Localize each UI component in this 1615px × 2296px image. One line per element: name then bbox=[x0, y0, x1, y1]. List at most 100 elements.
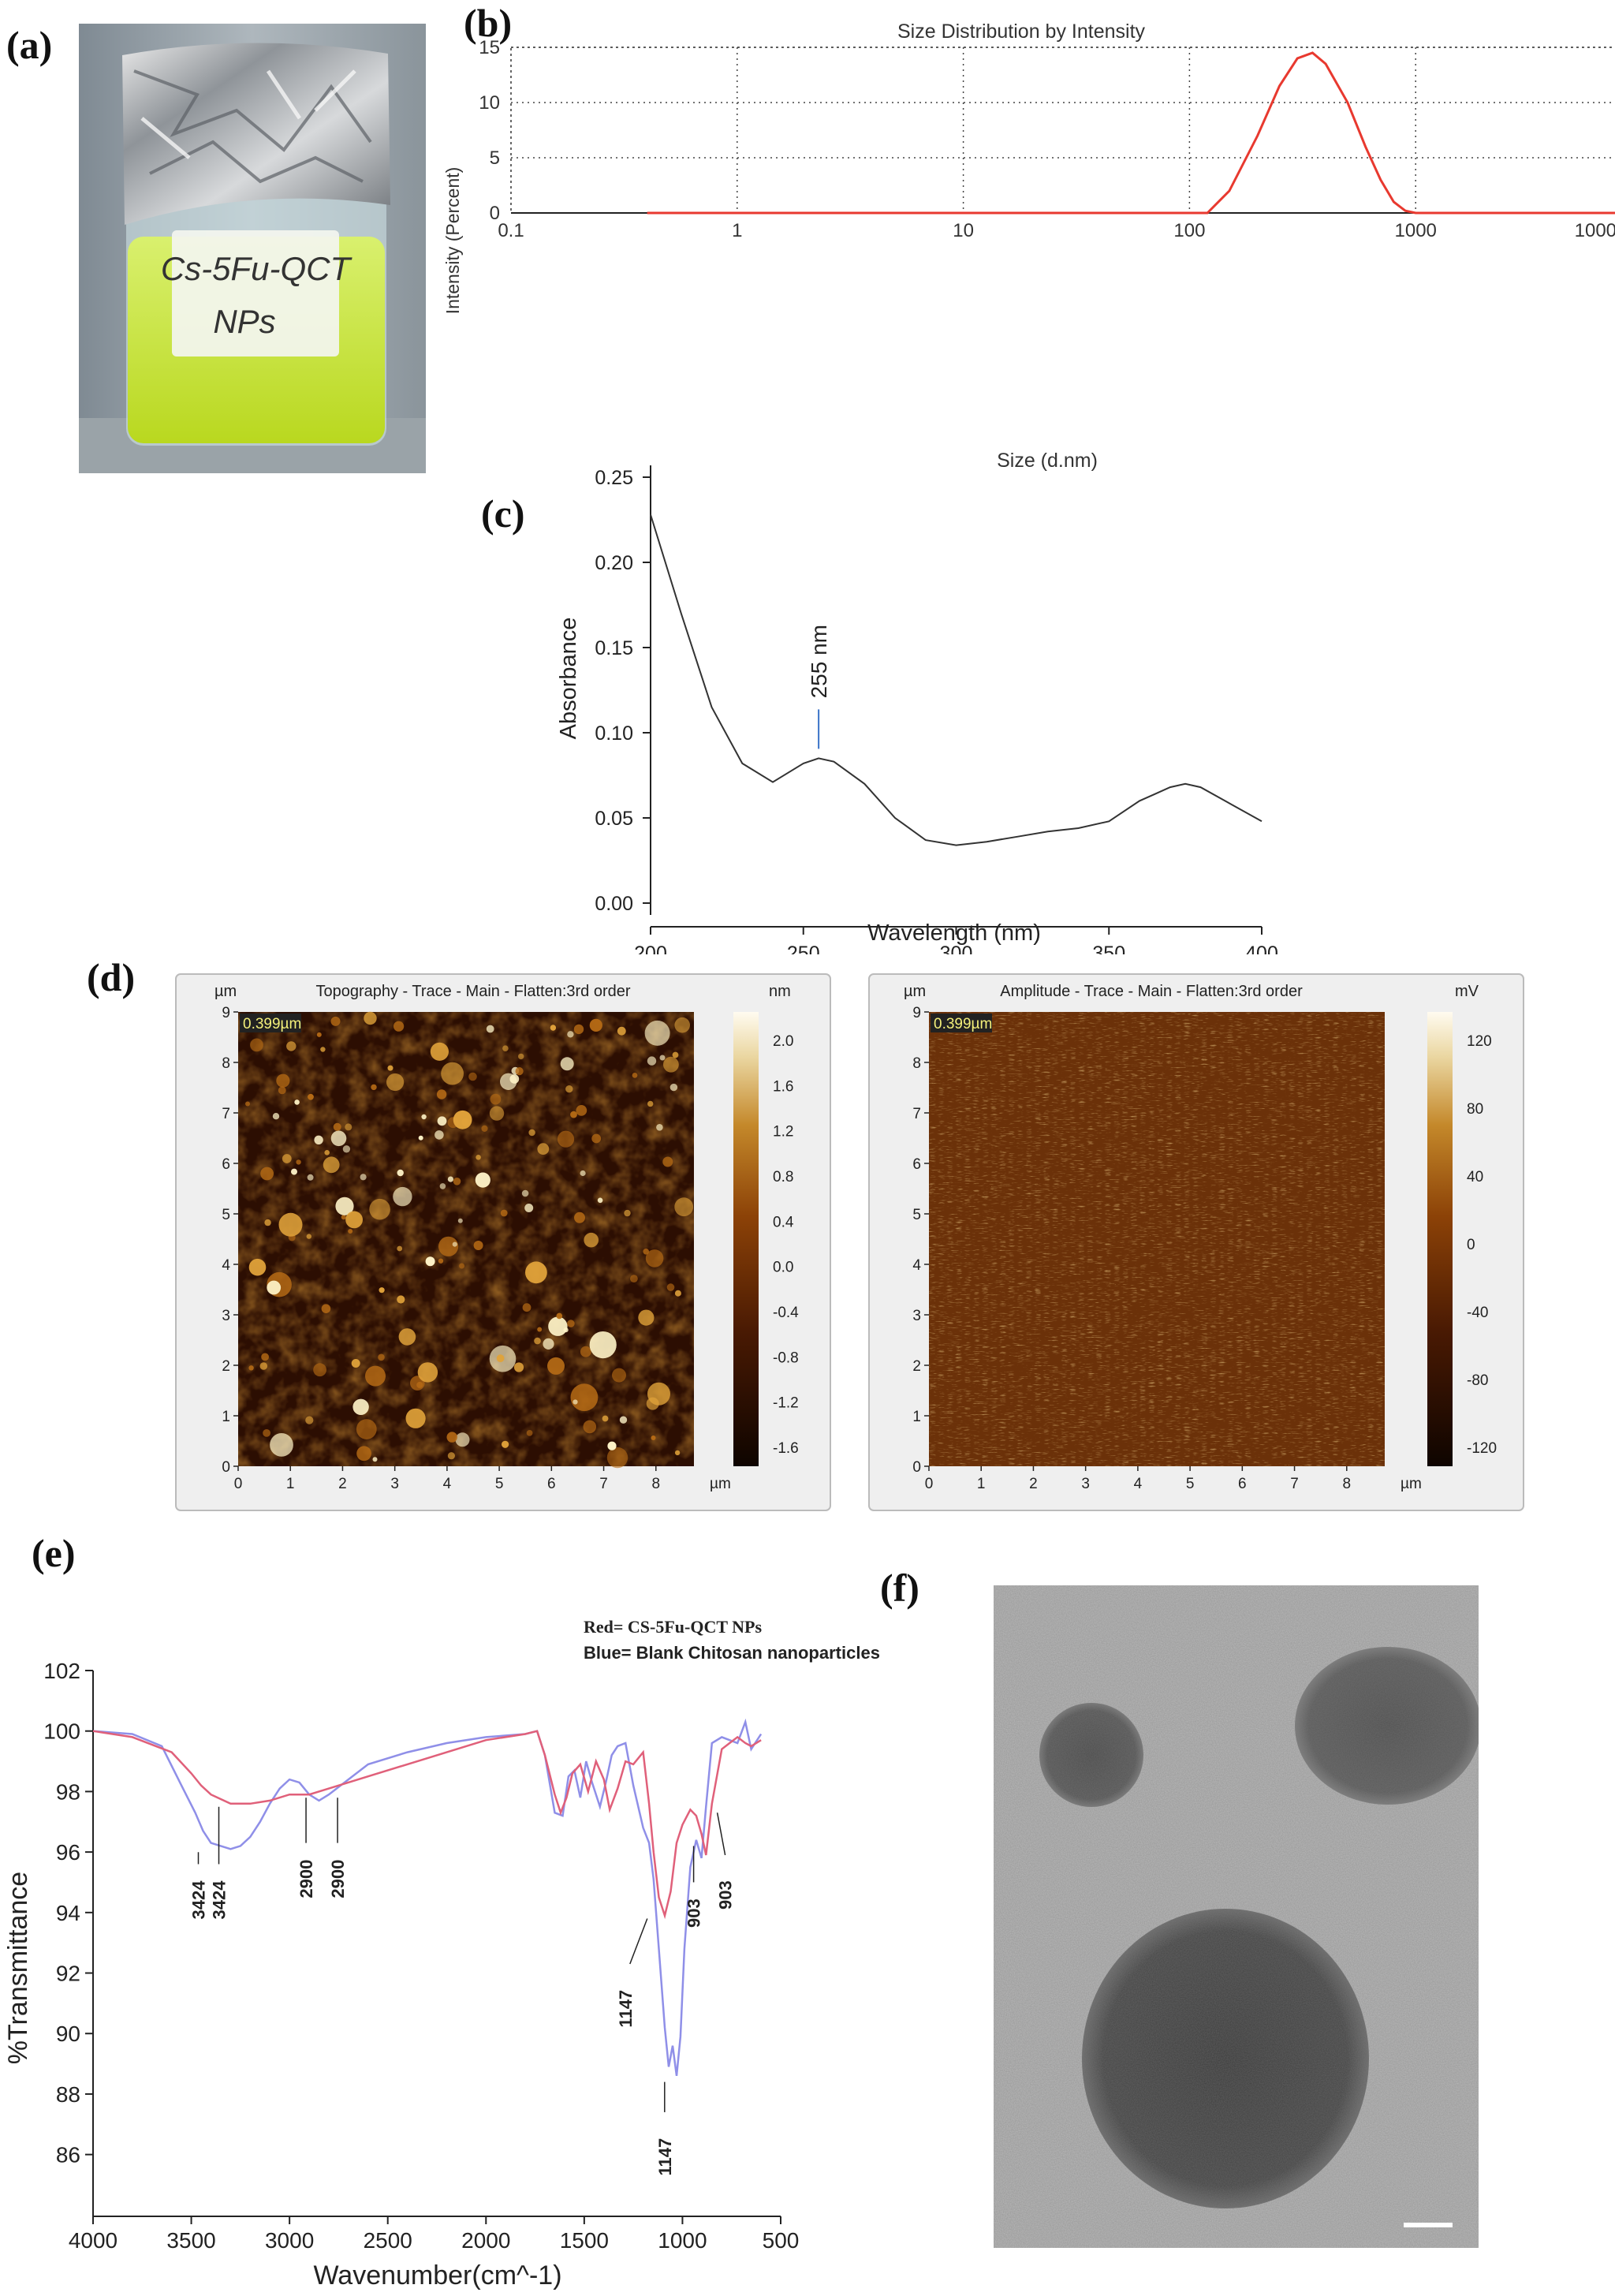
afm-ytick: 9 bbox=[222, 1005, 230, 1021]
afm-xtick: 6 bbox=[547, 1476, 556, 1492]
afm-particle bbox=[674, 1017, 690, 1033]
afm-particle bbox=[662, 1156, 673, 1167]
afm-colorbar-label: 0.0 bbox=[773, 1260, 793, 1276]
afm-particle bbox=[619, 1416, 628, 1424]
afm-particle bbox=[489, 1106, 505, 1121]
afm-particle bbox=[573, 1399, 578, 1405]
afm-colorbar-label: 2.0 bbox=[773, 1033, 793, 1050]
afm-particle bbox=[452, 1241, 457, 1247]
afm-ytick: 3 bbox=[912, 1308, 921, 1324]
afm-colorbar-label: 80 bbox=[1467, 1101, 1483, 1118]
afm-particle bbox=[550, 1025, 557, 1031]
afm-particle bbox=[405, 1408, 426, 1428]
afm-particle bbox=[500, 1209, 508, 1217]
afm-particle bbox=[421, 1114, 427, 1120]
vial-label-line1: Cs-5Fu-QCT bbox=[161, 250, 353, 287]
afm-particle bbox=[446, 1432, 457, 1443]
dls-plot-frame bbox=[510, 47, 1615, 214]
afm-particle bbox=[316, 1032, 322, 1037]
uv-ytick: 0.00 bbox=[595, 893, 633, 915]
ftir-ytick: 90 bbox=[56, 2022, 80, 2046]
ftir-annotation-label: 3424 bbox=[210, 1880, 229, 1920]
afm-particle bbox=[521, 1189, 529, 1197]
afm-particle bbox=[398, 1328, 416, 1346]
afm-particle bbox=[259, 1362, 268, 1370]
afm-ytick: 4 bbox=[912, 1257, 921, 1274]
afm-particle bbox=[314, 1135, 323, 1144]
afm-particle bbox=[365, 1365, 386, 1387]
afm-particle bbox=[330, 1130, 347, 1147]
afm-xtick: 2 bbox=[338, 1476, 347, 1492]
afm-xtick: 1 bbox=[286, 1476, 295, 1492]
ftir-xlabel: Wavenumber(cm^-1) bbox=[313, 2261, 561, 2290]
ftir-annotation-label: 2900 bbox=[328, 1860, 348, 1898]
afm-particle bbox=[321, 1304, 331, 1313]
ftir-annotation-label: 1147 bbox=[616, 1990, 636, 2028]
afm-particle bbox=[672, 1051, 679, 1058]
afm-particle bbox=[547, 1357, 565, 1375]
afm-particle bbox=[524, 1204, 534, 1212]
afm-particle bbox=[307, 1174, 314, 1181]
panel-label-f: (f) bbox=[880, 1566, 919, 1610]
ftir-ylabel: %Transmittance bbox=[3, 1872, 33, 2064]
afm-particle bbox=[261, 1353, 269, 1361]
uv-xtick: 200 bbox=[634, 943, 667, 954]
afm-ytick: 2 bbox=[222, 1358, 230, 1375]
scale-bar bbox=[1404, 2223, 1453, 2227]
afm-ytick: 7 bbox=[222, 1106, 230, 1122]
afm-xtick: 0 bbox=[925, 1476, 934, 1492]
afm-topo-unit-right: nm bbox=[769, 983, 791, 1000]
afm-xtick: 2 bbox=[1029, 1476, 1038, 1492]
afm-topo-scale: 0.399µm bbox=[243, 1016, 301, 1032]
afm-particle bbox=[632, 1073, 638, 1078]
afm-particle bbox=[563, 1327, 569, 1333]
uv-ytick: 0.15 bbox=[595, 637, 633, 659]
afm-particle bbox=[522, 1303, 531, 1312]
afm-particle bbox=[617, 1026, 626, 1036]
afm-particle bbox=[260, 1167, 274, 1181]
afm-particle bbox=[397, 1295, 405, 1304]
afm-particle bbox=[624, 1209, 631, 1217]
afm-particle bbox=[386, 1073, 405, 1092]
afm-particle bbox=[669, 1083, 678, 1092]
afm-particle bbox=[597, 1197, 603, 1204]
afm-particle bbox=[674, 1197, 694, 1217]
afm-particle bbox=[286, 1041, 297, 1051]
ftir-xtick: 1000 bbox=[658, 2228, 707, 2253]
ftir-ytick: 94 bbox=[56, 1901, 80, 1925]
uv-xlabel: Wavelength (nm) bbox=[867, 920, 1041, 946]
afm-xtick: 5 bbox=[1186, 1476, 1195, 1492]
afm-colorbar-label: -1.2 bbox=[773, 1395, 799, 1412]
afm-particle bbox=[589, 1018, 602, 1032]
afm-particle bbox=[439, 1183, 446, 1189]
dls-ytick: 5 bbox=[490, 147, 500, 169]
afm-ytick: 1 bbox=[912, 1409, 921, 1425]
afm-particle bbox=[455, 1432, 470, 1447]
afm-ytick: 5 bbox=[222, 1207, 230, 1223]
uv-chart: Absorbance Wavelength (nm) 0.00 0.05 0.10 0… bbox=[556, 465, 1278, 954]
afm-particle bbox=[509, 1074, 520, 1084]
uv-ylabel: Absorbance bbox=[556, 618, 581, 740]
afm-particle bbox=[341, 1215, 346, 1220]
afm-axis-unit: µm bbox=[1401, 1476, 1422, 1492]
uv-peak-label: 255 nm bbox=[807, 625, 831, 698]
ftir-annotation-arrow bbox=[629, 1918, 648, 1965]
afm-amp-image bbox=[929, 1012, 1385, 1466]
afm-particle bbox=[356, 1419, 377, 1439]
ftir-legend-red: Red= CS-5Fu-QCT NPs bbox=[584, 1617, 762, 1637]
afm-particle bbox=[583, 1420, 597, 1434]
afm-ytick: 0 bbox=[222, 1459, 230, 1476]
afm-particle bbox=[418, 1135, 423, 1141]
dls-ytick: 0 bbox=[490, 203, 500, 224]
uv-xtick: 250 bbox=[787, 943, 820, 954]
afm-particle bbox=[264, 1219, 271, 1226]
uv-series-line bbox=[650, 514, 1263, 846]
afm-particle bbox=[567, 1031, 574, 1038]
afm-ytick: 1 bbox=[222, 1409, 230, 1425]
ftir-annotation-label: 903 bbox=[716, 1880, 736, 1910]
afm-particle bbox=[612, 1368, 626, 1383]
dls-chart: Size Distribution by Intensity Intensity… bbox=[442, 21, 1615, 472]
ftir-ytick: 86 bbox=[56, 2143, 80, 2167]
panel-label-a: (a) bbox=[6, 23, 53, 67]
ftir-ytick: 96 bbox=[56, 1840, 80, 1865]
